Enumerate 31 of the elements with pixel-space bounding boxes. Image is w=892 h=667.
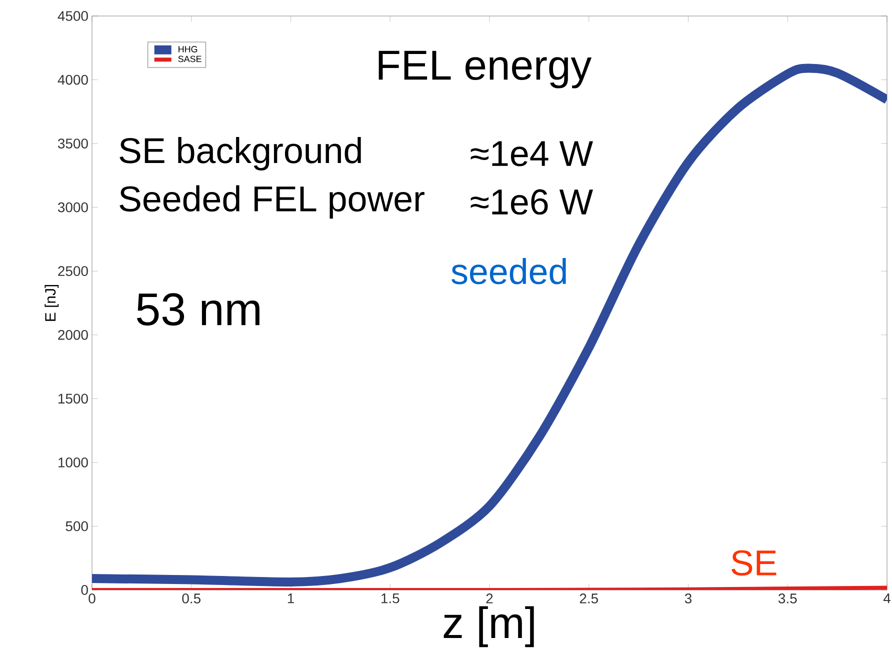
- annotation: Seeded FEL power: [120, 185, 424, 219]
- y-tick-label: 2000: [58, 330, 88, 340]
- x-tick-label: 0: [88, 594, 96, 604]
- annotation: ≈1e6 W: [470, 189, 593, 215]
- annotation: ≈1e4 W: [470, 141, 593, 166]
- y-tick-label: 4000: [58, 74, 88, 85]
- annotation: seeded: [452, 258, 566, 284]
- y-axis-title: E [nJ]: [44, 284, 59, 321]
- annotation: SE: [732, 550, 776, 576]
- text: FEL energy: [378, 50, 592, 88]
- y-tick-label: 3500: [58, 138, 88, 148]
- y-tick-label: 2500: [58, 266, 88, 276]
- y-tick-label: 4500: [58, 11, 88, 21]
- x-tick-label: 2.5: [580, 594, 598, 604]
- legend-label: HHG: [178, 46, 198, 52]
- annotation: SE background: [120, 137, 361, 170]
- x-tick-label: 3.5: [778, 594, 797, 604]
- x-tick-label: 1: [288, 594, 294, 604]
- legend-label: SASE: [178, 56, 202, 62]
- x-tick-label: 1.5: [381, 594, 400, 604]
- y-tick-label: 3000: [58, 202, 88, 212]
- x-tick-label: 2: [486, 594, 493, 604]
- y-tick-label: 1500: [58, 394, 88, 404]
- y-tick-label: 1000: [58, 457, 88, 468]
- x-tick-label: 0.5: [182, 594, 200, 604]
- annotation: 53 nm: [136, 293, 260, 326]
- x-axis-title: z [m]: [444, 606, 534, 648]
- y-tick-label: 500: [66, 521, 88, 532]
- x-tick-label: 4: [883, 594, 890, 604]
- x-tick-label: 3: [684, 594, 692, 604]
- y-tick-label: 0: [81, 585, 88, 595]
